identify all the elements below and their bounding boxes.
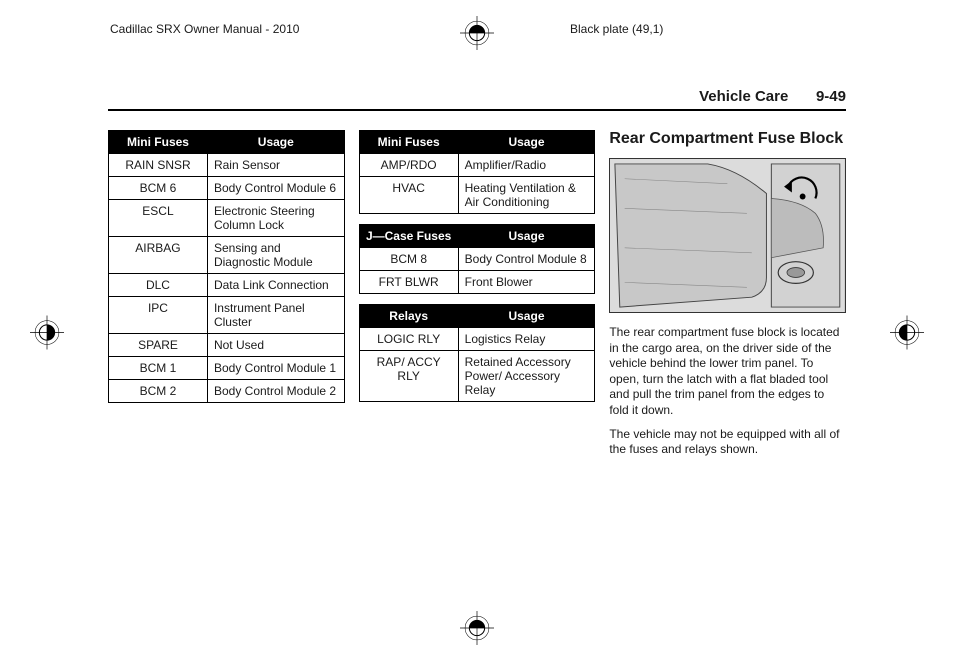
table-cell: Logistics Relay	[458, 328, 595, 351]
relays-table: Relays Usage LOGIC RLYLogistics RelayRAP…	[359, 304, 596, 402]
table-cell: AIRBAG	[109, 237, 208, 274]
table-body: RAIN SNSRRain SensorBCM 6Body Control Mo…	[109, 154, 345, 403]
table-row: BCM 8Body Control Module 8	[359, 248, 595, 271]
table-cell: Instrument Panel Cluster	[207, 297, 344, 334]
table-row: RAP/ ACCY RLYRetained Accessory Power/ A…	[359, 351, 595, 402]
table-cell: BCM 2	[109, 380, 208, 403]
registration-mark-right	[890, 316, 924, 353]
column-2: Mini Fuses Usage AMP/RDOAmplifier/RadioH…	[359, 130, 596, 466]
description-paragraph-2: The vehicle may not be equipped with all…	[609, 427, 846, 458]
table-header: Usage	[458, 131, 595, 154]
table-row: FRT BLWRFront Blower	[359, 271, 595, 294]
table-row: LOGIC RLYLogistics Relay	[359, 328, 595, 351]
mini-fuses-table-2: Mini Fuses Usage AMP/RDOAmplifier/RadioH…	[359, 130, 596, 214]
table-cell: RAP/ ACCY RLY	[359, 351, 458, 402]
table-header: J—Case Fuses	[359, 225, 458, 248]
section-header: Vehicle Care 9-49	[108, 88, 846, 111]
column-1: Mini Fuses Usage RAIN SNSRRain SensorBCM…	[108, 130, 345, 466]
registration-mark-top	[460, 16, 494, 53]
table-cell: ESCL	[109, 200, 208, 237]
table-cell: Body Control Module 1	[207, 357, 344, 380]
table-cell: LOGIC RLY	[359, 328, 458, 351]
page-number: 9-49	[816, 88, 846, 105]
table-row: BCM 6Body Control Module 6	[109, 177, 345, 200]
table-cell: Body Control Module 2	[207, 380, 344, 403]
table-row: RAIN SNSRRain Sensor	[109, 154, 345, 177]
table-row: ESCLElectronic Steering Column Lock	[109, 200, 345, 237]
table-row: SPARENot Used	[109, 334, 345, 357]
table-header: Mini Fuses	[109, 131, 208, 154]
registration-mark-bottom	[460, 611, 494, 648]
table-row: BCM 1Body Control Module 1	[109, 357, 345, 380]
table-cell: AMP/RDO	[359, 154, 458, 177]
content-area: Mini Fuses Usage RAIN SNSRRain SensorBCM…	[108, 130, 846, 466]
section-title: Vehicle Care	[699, 88, 788, 105]
plate-ref: Black plate (49,1)	[570, 22, 663, 36]
table-header: Usage	[458, 305, 595, 328]
mini-fuses-table-1: Mini Fuses Usage RAIN SNSRRain SensorBCM…	[108, 130, 345, 403]
table-cell: FRT BLWR	[359, 271, 458, 294]
registration-mark-left	[30, 316, 64, 353]
table-cell: Data Link Connection	[207, 274, 344, 297]
table-row: BCM 2Body Control Module 2	[109, 380, 345, 403]
rear-compartment-illustration	[609, 158, 846, 313]
table-body: LOGIC RLYLogistics RelayRAP/ ACCY RLYRet…	[359, 328, 595, 402]
table-cell: Body Control Module 6	[207, 177, 344, 200]
table-cell: Rain Sensor	[207, 154, 344, 177]
column-3: Rear Compartment Fuse Block	[609, 130, 846, 466]
table-cell: Sensing and Diagnostic Module	[207, 237, 344, 274]
table-cell: Not Used	[207, 334, 344, 357]
table-header: Relays	[359, 305, 458, 328]
description-paragraph-1: The rear compartment fuse block is locat…	[609, 325, 846, 419]
table-cell: Electronic Steering Column Lock	[207, 200, 344, 237]
table-cell: BCM 6	[109, 177, 208, 200]
jcase-fuses-table: J—Case Fuses Usage BCM 8Body Control Mod…	[359, 224, 596, 294]
rear-fuse-block-title: Rear Compartment Fuse Block	[609, 130, 846, 148]
table-cell: HVAC	[359, 177, 458, 214]
table-row: IPCInstrument Panel Cluster	[109, 297, 345, 334]
table-cell: BCM 8	[359, 248, 458, 271]
table-cell: RAIN SNSR	[109, 154, 208, 177]
table-cell: Body Control Module 8	[458, 248, 595, 271]
table-row: DLCData Link Connection	[109, 274, 345, 297]
table-cell: SPARE	[109, 334, 208, 357]
table-cell: Front Blower	[458, 271, 595, 294]
manual-title: Cadillac SRX Owner Manual - 2010	[110, 22, 299, 36]
table-header: Mini Fuses	[359, 131, 458, 154]
table-cell: Retained Accessory Power/ Accessory Rela…	[458, 351, 595, 402]
table-header: Usage	[207, 131, 344, 154]
table-cell: Amplifier/Radio	[458, 154, 595, 177]
table-row: HVACHeating Ventilation & Air Conditioni…	[359, 177, 595, 214]
table-cell: BCM 1	[109, 357, 208, 380]
table-body: AMP/RDOAmplifier/RadioHVACHeating Ventil…	[359, 154, 595, 214]
table-header: Usage	[458, 225, 595, 248]
table-row: AIRBAGSensing and Diagnostic Module	[109, 237, 345, 274]
table-body: BCM 8Body Control Module 8FRT BLWRFront …	[359, 248, 595, 294]
table-cell: Heating Ventilation & Air Conditioning	[458, 177, 595, 214]
table-cell: IPC	[109, 297, 208, 334]
table-row: AMP/RDOAmplifier/Radio	[359, 154, 595, 177]
table-cell: DLC	[109, 274, 208, 297]
